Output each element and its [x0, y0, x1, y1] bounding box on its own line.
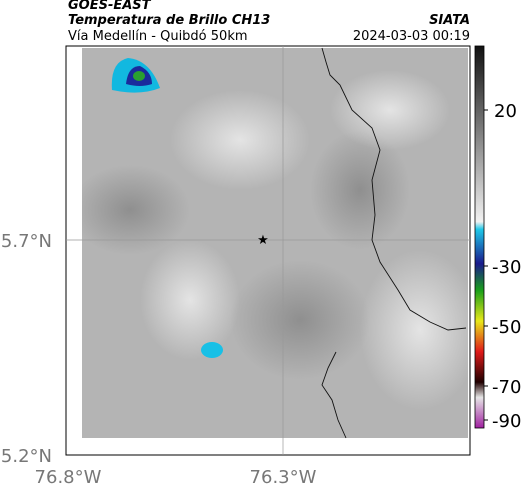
colorbar-tick-label: 20	[494, 101, 517, 122]
lon-tick-label: 76.8°W	[35, 467, 102, 488]
agency-label: SIATA	[429, 13, 470, 28]
source-label: GOES-EAST	[68, 0, 152, 13]
colorbar-ticks: 20 -30 -50 -70 -90	[484, 101, 521, 432]
location-marker: ★	[257, 233, 269, 248]
colorbar-tick-label: -70	[492, 377, 521, 398]
lat-tick-label: 5.7°N	[1, 231, 52, 252]
lon-tick-label: 76.3°W	[250, 467, 317, 488]
map-subtitle: Vía Medellín - Quibdó 50km	[68, 29, 248, 44]
colorbar-tick-label: -30	[492, 257, 521, 278]
coastline	[321, 47, 467, 439]
colorbar	[474, 45, 485, 429]
colorbar-tick-label: -90	[492, 411, 521, 432]
lat-tick-label: 5.2°N	[1, 446, 52, 467]
map-title: Temperatura de Brillo CH13	[68, 13, 270, 28]
satellite-image	[82, 48, 468, 438]
colorbar-tick-label: -50	[492, 317, 521, 338]
timestamp: 2024-03-03 00:19	[353, 29, 470, 44]
